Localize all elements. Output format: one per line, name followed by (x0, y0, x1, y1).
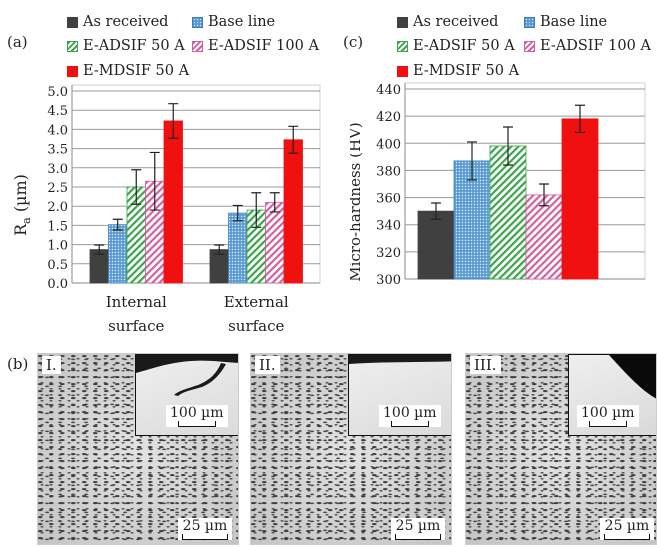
hardness-chart: Micro-hardness (HV) 300 320 340 360 380 400 42… (350, 82, 646, 288)
x-category-label: surface (108, 317, 164, 335)
y-tick-label: 440 (376, 83, 401, 98)
legend-swatch (397, 40, 408, 52)
error-bar (575, 104, 585, 134)
micrograph-inset: 100 µm (135, 354, 238, 436)
error-bar (539, 183, 549, 207)
inset-scalebar: 100 µm (577, 405, 639, 427)
y-tick-label: 5.0 (47, 85, 68, 100)
bar (163, 120, 183, 284)
x-category-label: External (224, 293, 289, 311)
scalebar: 25 µm (600, 518, 654, 540)
y-tick-label: 340 (376, 219, 401, 234)
legend-swatch (67, 65, 78, 77)
error-bar (232, 204, 243, 222)
scalebar: 25 µm (391, 518, 445, 540)
inset-scalebar: 100 µm (166, 405, 228, 427)
x-category-label: surface (228, 317, 284, 335)
error-bar (149, 151, 160, 211)
legend-swatch (397, 16, 408, 28)
bar (561, 118, 599, 280)
bar (489, 145, 527, 280)
error-bar (112, 218, 123, 231)
micrograph-label: II. (255, 356, 280, 374)
legend-item-as-received: As received (397, 12, 498, 32)
legend-swatch (192, 40, 203, 52)
y-tick-label: 4.0 (47, 123, 68, 138)
x-category-label: Internal (106, 293, 167, 311)
micrograph-3: III. 100 µm 25 µm (465, 353, 657, 545)
y-tick-label: 0.5 (47, 258, 68, 273)
edge-drawing (609, 355, 656, 399)
y-tick-label: 420 (376, 110, 401, 125)
micrograph-inset: 100 µm (348, 354, 451, 436)
y-tick-label: 2.5 (47, 181, 68, 196)
bar (453, 160, 491, 280)
error-bar (503, 126, 513, 166)
panel-label-a: (a) (7, 33, 28, 51)
y-tick-label: 320 (376, 246, 401, 261)
roughness-chart: Ra (µm) 0.0 0.5 1.0 1.5 2.0 2.5 3.0 3.5 4.0 4.5 5.… (11, 84, 321, 335)
error-bar (431, 202, 441, 220)
legend-item-base-line: Base line (524, 12, 607, 32)
y-tick-label: 300 (376, 273, 401, 288)
error-bar (94, 244, 105, 255)
panel-label-b: (b) (7, 355, 29, 373)
legend-swatch (524, 40, 535, 52)
micrograph-1: I. 100 µm 25 µm (37, 353, 239, 545)
bar (417, 210, 455, 280)
legend-item-e-adsif-100: E-ADSIF 100 A (524, 36, 651, 56)
legend-swatch (524, 16, 535, 28)
y-tick-label: 3.0 (47, 162, 68, 177)
y-tick-label: 0.0 (47, 277, 68, 292)
legend-swatch (192, 16, 203, 28)
crack-drawing (136, 355, 238, 396)
error-bar (288, 125, 299, 154)
error-bar (269, 192, 280, 213)
edge-drawing (349, 355, 451, 364)
micrograph-inset: 100 µm (568, 354, 656, 436)
legend-item-e-adsif-50: E-ADSIF 50 A (67, 36, 185, 56)
legend-item-e-mdsif-50: E-MDSIF 50 A (397, 61, 519, 81)
legend-item-e-adsif-100: E-ADSIF 100 A (192, 36, 319, 56)
bar (525, 194, 563, 280)
y-tick-label: 4.5 (47, 104, 68, 119)
panel-label-c: (c) (343, 33, 364, 51)
error-bar (168, 103, 179, 139)
error-bar (214, 244, 225, 255)
legend-item-base-line: Base line (192, 12, 275, 32)
legend-item-e-adsif-50: E-ADSIF 50 A (397, 36, 515, 56)
y-tick-label: 380 (376, 164, 401, 179)
y-axis-label: Ra (µm) (11, 174, 33, 236)
micrograph-label: I. (42, 356, 61, 374)
bar (283, 139, 303, 284)
legend-swatch (67, 16, 78, 28)
legend-swatch (67, 40, 78, 52)
y-axis-label: Micro-hardness (HV) (350, 122, 364, 282)
micrograph-2: II. 100 µm 25 µm (250, 353, 452, 545)
error-bar (251, 192, 262, 228)
micrograph-label: III. (470, 356, 501, 374)
legend-swatch (397, 65, 408, 77)
bar (228, 212, 248, 284)
inset-scalebar: 100 µm (379, 405, 441, 427)
y-tick-label: 1.5 (47, 219, 68, 234)
y-tick-label: 1.0 (47, 239, 68, 254)
bar (265, 201, 285, 284)
error-bar (131, 169, 142, 205)
y-tick-label: 2.0 (47, 200, 68, 215)
scalebar: 25 µm (178, 518, 232, 540)
y-tick-label: 400 (376, 137, 401, 152)
bar (108, 224, 128, 284)
y-tick-label: 360 (376, 192, 401, 207)
y-tick-label: 3.5 (47, 143, 68, 158)
legend-item-e-mdsif-50: E-MDSIF 50 A (67, 61, 189, 81)
legend-item-as-received: As received (67, 12, 168, 32)
error-bar (467, 141, 477, 181)
